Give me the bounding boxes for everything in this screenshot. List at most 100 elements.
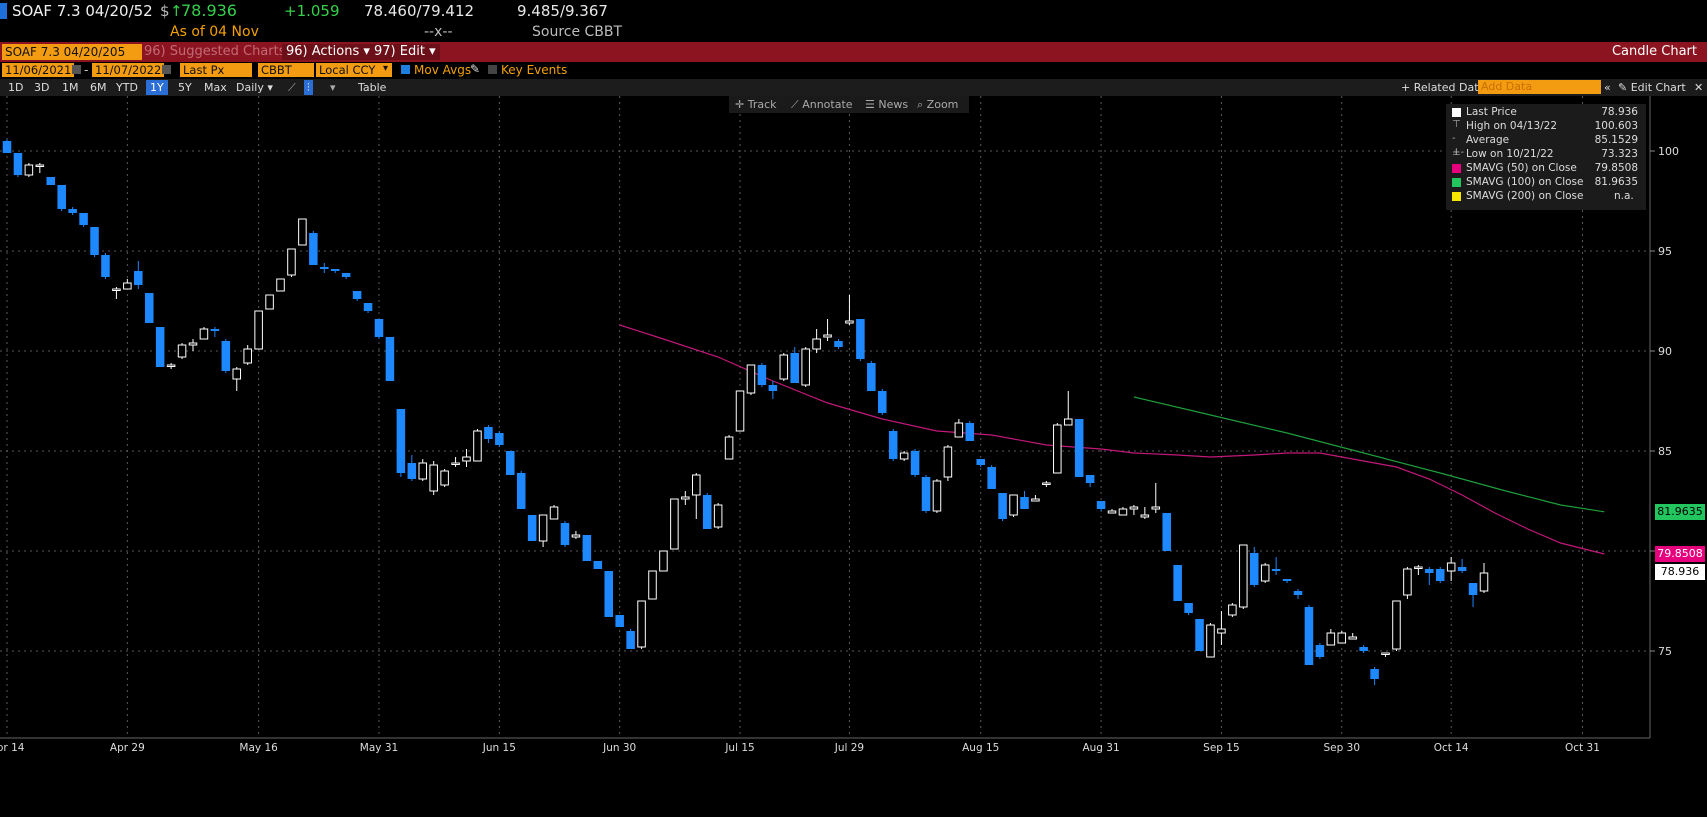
candle-body-down — [615, 615, 624, 627]
candle — [13, 153, 23, 177]
candle — [1337, 631, 1347, 644]
legend-row-low[interactable]: ⊥ Low on 10/21/22 73.323 — [1450, 147, 1642, 161]
source-selector[interactable]: CBBT — [258, 63, 314, 77]
news-label: News — [878, 98, 909, 111]
candle-body-up — [549, 506, 559, 520]
period-5y[interactable]: 5Y — [178, 81, 192, 94]
collapse-icon[interactable]: « — [1604, 81, 1611, 94]
candle-body-down — [484, 427, 493, 439]
candle — [1425, 567, 1434, 585]
pencil-icon[interactable]: ✎ — [470, 62, 481, 76]
candle-body-down — [57, 185, 66, 209]
frequency-label: Daily — [236, 81, 264, 94]
mov-avgs-checkbox[interactable] — [401, 65, 410, 74]
period-1m[interactable]: 1M — [62, 81, 79, 94]
legend-row-average[interactable]: -+- Average 85.1529 — [1450, 133, 1642, 158]
candle-body-up — [440, 470, 449, 486]
crosshair-icon: ✛ — [735, 98, 745, 111]
candle — [549, 505, 559, 520]
candle-style-icon[interactable]: ⫶ — [304, 80, 313, 95]
close-icon[interactable]: ✕ — [1694, 81, 1704, 94]
currency-symbol: $ — [160, 2, 170, 20]
candle — [790, 347, 800, 383]
period-3d[interactable]: 3D — [34, 81, 50, 94]
candle-body-up — [462, 456, 471, 462]
candle-body-down — [134, 271, 143, 285]
zoom-tool[interactable]: ⌕ Zoom — [917, 97, 958, 112]
start-date-field[interactable]: 11/06/2021 — [2, 63, 74, 77]
edit-button[interactable]: 97) Edit ▾ — [370, 44, 440, 60]
legend-row-high[interactable]: ⊤ High on 04/13/22 100.603 — [1450, 119, 1642, 133]
actions-button[interactable]: 96) Actions ▾ — [282, 44, 374, 60]
candle-body-up — [276, 278, 285, 292]
candle-body-up — [1217, 628, 1226, 634]
calendar-icon[interactable] — [72, 65, 81, 74]
sma50-swatch — [1452, 164, 1461, 173]
candle-body-down — [527, 515, 537, 541]
currency-selector[interactable]: Local CCY — [316, 63, 392, 77]
candle-body-up — [538, 514, 548, 542]
candle-body-up — [112, 288, 121, 291]
quote-subheader: As of 04 Nov --x-- Source CBBT — [0, 24, 1707, 42]
period-ytd[interactable]: YTD — [116, 81, 138, 94]
candle-body-up — [648, 570, 657, 600]
period-1y[interactable]: 1Y — [146, 80, 168, 95]
candle-body-up — [188, 342, 198, 346]
candle-body-down — [155, 327, 165, 367]
candle-body-down — [1370, 669, 1379, 679]
add-data-input[interactable]: Add Data — [1478, 80, 1601, 94]
candle — [1020, 491, 1029, 509]
chevron-down-icon[interactable]: ▾ — [330, 81, 336, 94]
annotate-tool[interactable]: ⟋ Annotate — [791, 97, 853, 112]
candle-body-up — [1107, 510, 1117, 514]
candle — [177, 343, 187, 359]
candle-body-up — [254, 310, 263, 350]
x-tick-label: Apr 29 — [110, 742, 145, 754]
candle-body-down — [987, 467, 996, 489]
candle — [1359, 645, 1368, 653]
x-tick-label: May 16 — [239, 742, 278, 754]
candle — [298, 218, 307, 246]
candle-body-down — [604, 571, 614, 617]
news-tool[interactable]: ☰ News — [865, 97, 908, 112]
candle-body-down — [1096, 501, 1106, 509]
suggested-charts-button[interactable]: 96) Suggested Charts — [144, 44, 286, 59]
pencil-icon: ⟋ — [791, 98, 799, 111]
chevron-down-icon: ▾ — [267, 81, 273, 94]
candle-body-up — [418, 462, 428, 480]
security-field[interactable]: SOAF 7.3 04/20/205 — [2, 44, 142, 60]
related-data-button[interactable]: + Related Dat — [1397, 80, 1483, 95]
field-selector[interactable]: Last Px — [180, 63, 252, 77]
frequency-selector[interactable]: Daily ▾ — [232, 80, 277, 95]
legend-row-sma50[interactable]: SMAVG (50) on Close 79.8508 — [1450, 161, 1642, 175]
period-1d[interactable]: 1D — [8, 81, 24, 94]
candle — [1326, 629, 1336, 646]
candle — [309, 231, 318, 265]
candle — [254, 310, 263, 350]
track-tool[interactable]: ✛ Track — [735, 97, 777, 112]
x-tick-label: Oct 31 — [1565, 742, 1600, 754]
candle-body-down — [330, 269, 340, 271]
edit-chart-button[interactable]: ✎ Edit Chart — [1614, 80, 1690, 95]
key-events-checkbox[interactable] — [488, 65, 497, 74]
period-6m[interactable]: 6M — [90, 81, 107, 94]
candle-body-up — [1031, 498, 1040, 502]
period-max[interactable]: Max — [204, 81, 227, 94]
legend-row-last-price[interactable]: Last Price 78.936 — [1450, 105, 1642, 119]
candle-body-up — [1392, 600, 1401, 650]
sma50-line — [619, 324, 1605, 555]
key-events-label[interactable]: Key Events — [501, 63, 568, 77]
mov-avgs-label[interactable]: Mov Avgs — [414, 63, 472, 77]
candle — [582, 535, 592, 561]
candle — [265, 294, 274, 310]
candle — [1446, 557, 1456, 581]
line-style-icon[interactable]: ⟋ — [288, 81, 296, 94]
legend-row-sma100[interactable]: SMAVG (100) on Close 81.9635 — [1450, 175, 1642, 189]
end-date-field[interactable]: 11/07/2022 — [92, 63, 164, 77]
legend-row-sma200[interactable]: SMAVG (200) on Close n.a. — [1450, 189, 1642, 203]
calendar-icon[interactable] — [162, 65, 171, 74]
edit-label: 97) Edit — [374, 44, 425, 59]
table-button[interactable]: Table — [358, 81, 387, 94]
legend-value: 73.323 — [1601, 148, 1638, 160]
